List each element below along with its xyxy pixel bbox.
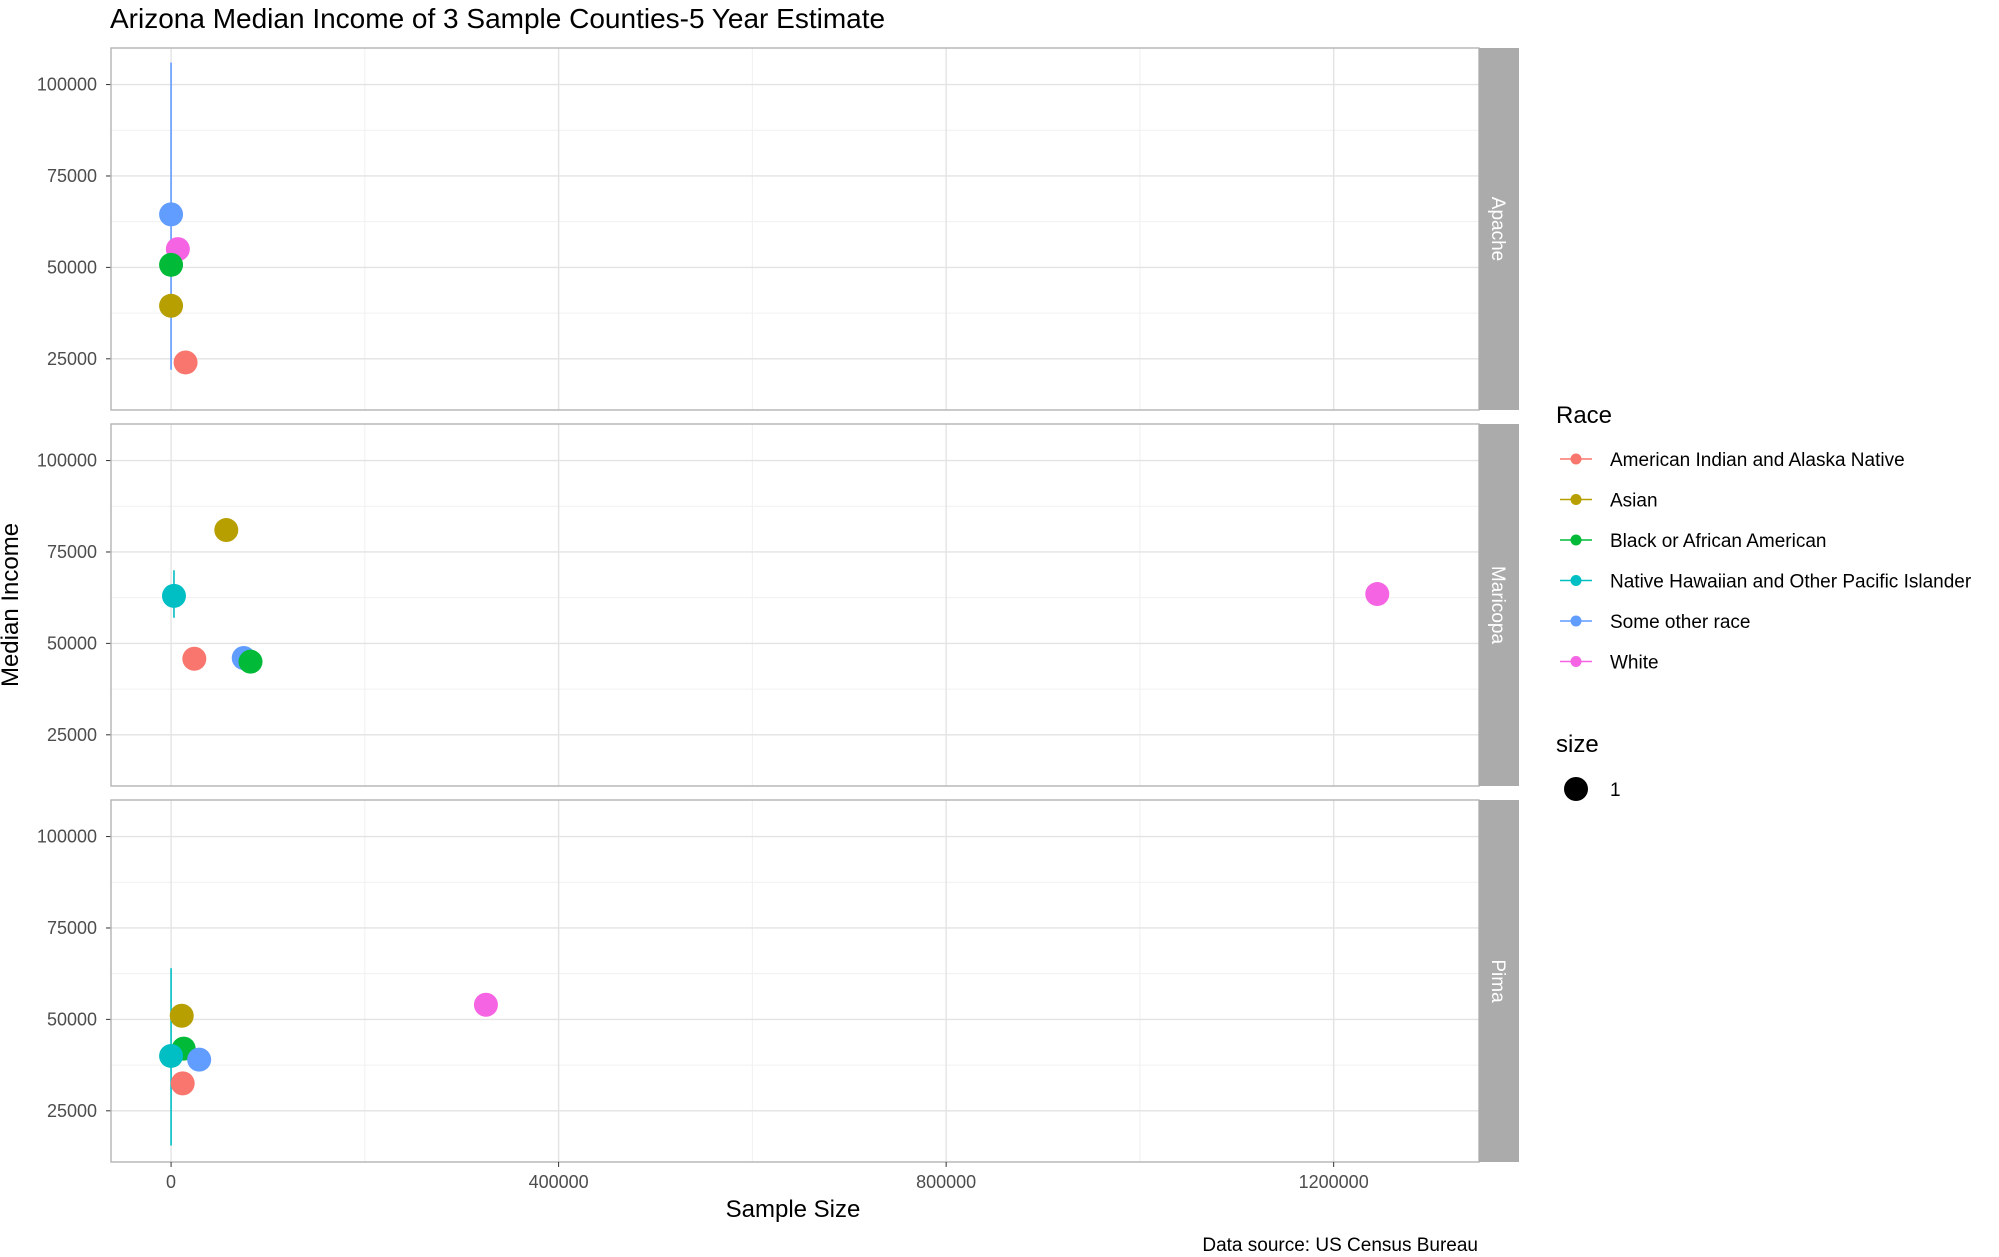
- legend-label: American Indian and Alaska Native: [1610, 450, 1905, 471]
- facet-panel-pima: 25000 50000 75000 100000 Pima: [37, 799, 1519, 1163]
- size-legend-key: [1564, 777, 1588, 801]
- x-tick-label: 0: [166, 1172, 176, 1192]
- y-tick-label: 100000: [37, 451, 97, 471]
- legend-key-dot: [1570, 615, 1582, 627]
- point-asian: [159, 293, 184, 318]
- point-black-or-african-american: [238, 649, 263, 674]
- facet-strip-label: Maricopa: [1487, 566, 1508, 645]
- y-tick-label: 75000: [47, 542, 97, 562]
- point-native-hawaiian-and-other-pacific-islander: [159, 1043, 184, 1068]
- panel-background: [111, 48, 1479, 410]
- y-tick-label: 25000: [47, 1101, 97, 1121]
- legend-key-dot: [1570, 575, 1582, 586]
- y-tick-label: 25000: [47, 349, 97, 369]
- y-tick-label: 25000: [47, 725, 97, 745]
- y-tick-label: 50000: [47, 633, 97, 653]
- data-source-caption: Data source: US Census Bureau: [1202, 1235, 1478, 1256]
- point-american-indian-and-alaska-native: [182, 646, 207, 671]
- y-tick-label: 50000: [47, 1009, 97, 1029]
- legend-item-american-indian-and-alaska-native: American Indian and Alaska Native: [1560, 450, 1905, 471]
- size-legend-title: size: [1556, 731, 1599, 758]
- legend-key-dot: [1570, 534, 1582, 546]
- race-legend: Race American Indian and Alaska Native As…: [1556, 402, 1972, 674]
- legend-label: Native Hawaiian and Other Pacific Island…: [1610, 572, 1972, 593]
- point-black-or-african-american: [159, 252, 184, 277]
- x-tick-label: 400000: [529, 1172, 589, 1192]
- x-tick-label: 800000: [916, 1172, 976, 1192]
- facet-strip: [1479, 424, 1519, 786]
- legend-label: Black or African American: [1610, 531, 1826, 552]
- point-asian: [214, 518, 239, 543]
- facet-strip-label: Pima: [1487, 959, 1508, 1003]
- point-some-other-race: [187, 1047, 212, 1072]
- legend-label: White: [1610, 653, 1659, 674]
- size-legend-label: 1: [1610, 780, 1621, 801]
- y-axis-label: Median Income: [0, 523, 24, 687]
- legend-key-dot: [1570, 494, 1582, 505]
- legend-item-some-other-race: Some other race: [1560, 612, 1750, 633]
- panels-layer: 25000 50000 75000 100000 Apache 25000 50000 750…: [37, 47, 1519, 1192]
- legend-item-asian: Asian: [1560, 491, 1658, 512]
- x-axis-label: Sample Size: [726, 1196, 861, 1223]
- y-tick-label: 50000: [47, 257, 97, 277]
- legend-item-white: White: [1560, 653, 1659, 674]
- size-legend-item: 1: [1564, 777, 1621, 801]
- y-tick-label: 75000: [47, 166, 97, 186]
- facet-panel-maricopa: 25000 50000 75000 100000 Maricopa: [37, 423, 1519, 787]
- panel-background: [111, 424, 1479, 786]
- legend-item-native-hawaiian-and-other-pacific-islander: Native Hawaiian and Other Pacific Island…: [1560, 572, 1972, 593]
- legend-key-dot: [1570, 656, 1582, 667]
- legend-key-dot: [1570, 453, 1582, 465]
- race-legend-title: Race: [1556, 402, 1612, 429]
- facet-strip: [1479, 48, 1519, 410]
- facet-strip-label: Apache: [1487, 197, 1508, 261]
- point-american-indian-and-alaska-native: [173, 350, 198, 375]
- point-white: [1365, 582, 1390, 607]
- chart-title: Arizona Median Income of 3 Sample Counti…: [110, 3, 885, 34]
- facet-panel-apache: 25000 50000 75000 100000 Apache: [37, 47, 1519, 411]
- legend-label: Asian: [1610, 491, 1658, 512]
- point-american-indian-and-alaska-native: [170, 1071, 195, 1096]
- x-tick-label: 1200000: [1299, 1172, 1369, 1192]
- point-white: [473, 992, 498, 1017]
- y-tick-label: 75000: [47, 918, 97, 938]
- point-native-hawaiian-and-other-pacific-islander: [161, 583, 186, 608]
- point-some-other-race: [159, 202, 184, 227]
- size-legend: size 1: [1556, 731, 1621, 801]
- legend-item-black-or-african-american: Black or African American: [1560, 531, 1826, 552]
- panel-background: [111, 800, 1479, 1162]
- point-asian: [169, 1003, 194, 1028]
- y-tick-label: 100000: [37, 75, 97, 95]
- y-tick-label: 100000: [37, 827, 97, 847]
- legend-label: Some other race: [1610, 612, 1750, 633]
- facet-strip: [1479, 800, 1519, 1162]
